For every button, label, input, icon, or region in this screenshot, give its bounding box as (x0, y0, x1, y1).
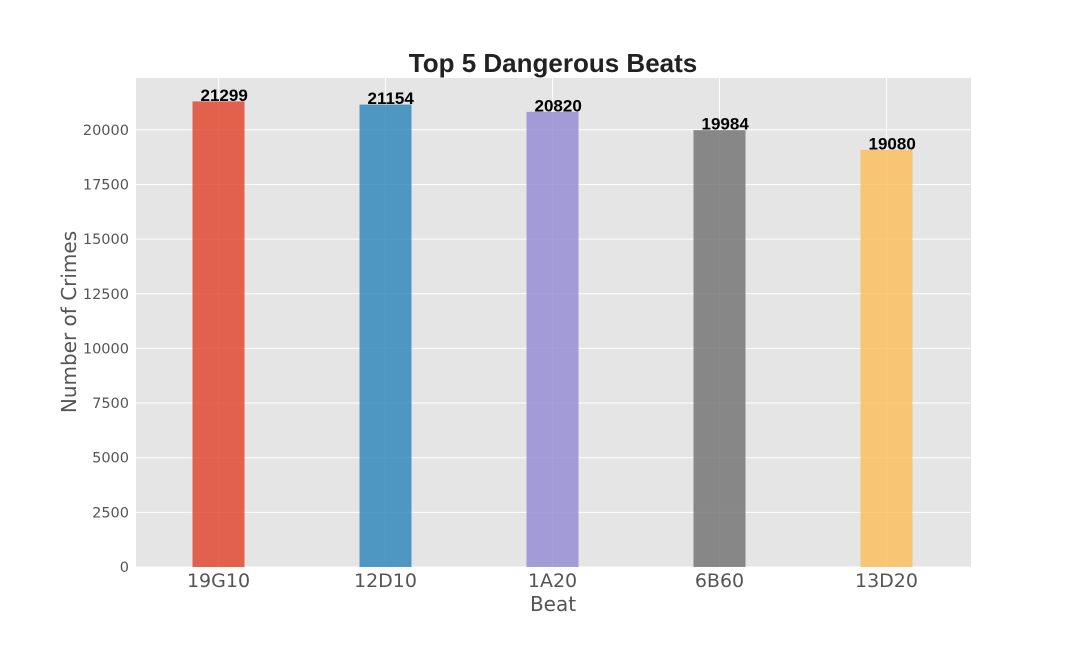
data-labels: 21299 21154 20820 19984 19080 (201, 86, 916, 154)
x-tick-label: 13D20 (855, 570, 918, 592)
data-label: 21154 (368, 89, 415, 108)
x-tick-label: 6B60 (695, 570, 744, 592)
y-tick-label: 5000 (92, 451, 129, 467)
bars (192, 101, 913, 568)
x-axis-label: Beat (530, 592, 576, 616)
data-label: 20820 (535, 96, 582, 115)
y-tick-label: 2500 (92, 505, 129, 521)
bar (192, 101, 245, 567)
x-tick-labels: 19G10 12D10 1A20 6B60 13D20 (187, 570, 918, 592)
y-tick-label: 20000 (83, 123, 129, 139)
x-tick-label: 19G10 (187, 570, 250, 592)
y-axis-label: Number of Crimes (57, 231, 81, 413)
data-label: 19080 (869, 134, 916, 153)
bar (693, 130, 746, 567)
y-tick-label: 17500 (83, 177, 129, 193)
x-tick-label: 1A20 (528, 570, 577, 592)
y-tick-label: 15000 (83, 232, 129, 248)
y-tick-label: 12500 (83, 287, 129, 303)
data-label: 19984 (702, 115, 750, 134)
chart-title: Top 5 Dangerous Beats (409, 48, 697, 78)
bar (860, 149, 913, 567)
y-tick-label: 10000 (83, 341, 129, 357)
y-tick-labels: 0 2500 5000 7500 10000 12500 15000 17500 20000 (83, 123, 129, 576)
y-tick-label: 0 (120, 560, 129, 576)
x-tick-label: 12D10 (354, 570, 417, 592)
data-label: 21299 (201, 86, 248, 105)
y-tick-label: 7500 (92, 396, 129, 412)
bar (526, 111, 579, 567)
bar (359, 104, 412, 568)
